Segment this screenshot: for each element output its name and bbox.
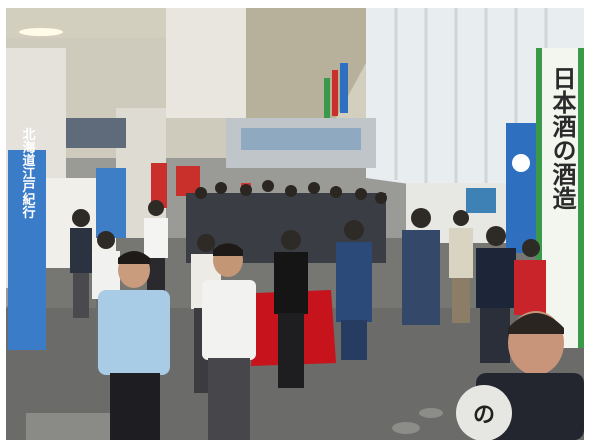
left-blue-banner (8, 150, 46, 350)
right-blue-banner (506, 123, 536, 253)
floor-mark (419, 408, 443, 418)
left-banner-text: 北海道江戸紀行 (20, 128, 37, 220)
balcony (66, 118, 126, 148)
person-foreground-left (98, 251, 170, 440)
person (336, 220, 372, 360)
mezzanine-rail (241, 128, 361, 150)
person-foreground-center (202, 243, 256, 440)
flag-green (324, 78, 330, 118)
exhibition-hall-photo: 北海道江戸紀行 日本酒の酒造 (6, 8, 584, 440)
banner-logo (512, 154, 530, 172)
person-foreground-right: の (456, 311, 584, 440)
person (402, 208, 440, 325)
flag-red (332, 70, 338, 116)
ceiling-beam (206, 8, 396, 118)
person (449, 210, 473, 323)
red-banner (151, 163, 167, 208)
person (274, 230, 308, 388)
ceiling-light (19, 28, 63, 36)
badge-glyph: の (473, 403, 495, 428)
floor-mark (392, 422, 420, 434)
floor-mat (26, 413, 116, 440)
right-banner-edge (578, 48, 584, 348)
person (514, 239, 546, 315)
person (144, 200, 168, 298)
booth-screen (466, 188, 496, 213)
flag-blue (340, 63, 348, 113)
upper-structure (166, 8, 246, 118)
right-banner-edge (536, 48, 542, 348)
banner-blue-small (96, 168, 126, 238)
person (476, 226, 516, 363)
right-banner-text: 日本酒の酒造 (548, 66, 576, 211)
person (70, 209, 92, 318)
